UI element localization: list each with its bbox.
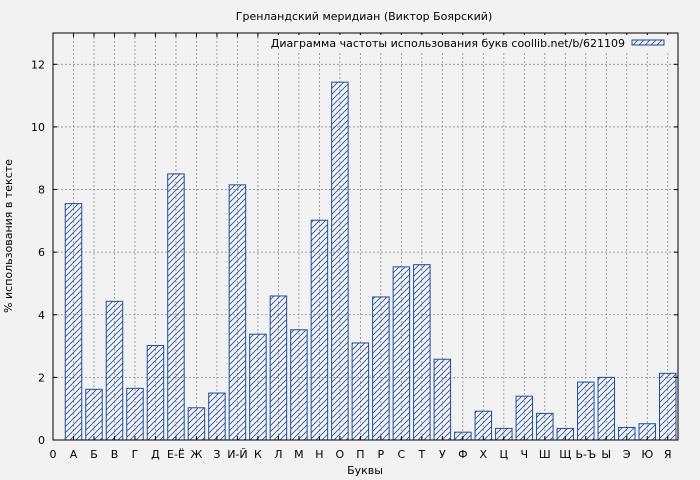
y-tick-label: 6	[38, 246, 45, 259]
legend-box	[268, 35, 673, 51]
bar	[433, 358, 452, 441]
bar	[167, 173, 185, 441]
x-tick-label: В	[111, 448, 119, 461]
bar	[577, 381, 595, 441]
bar	[372, 296, 390, 441]
chart-title: Гренландский меридиан (Виктор Боярский)	[236, 10, 493, 23]
x-tick-label: Ф	[458, 448, 467, 461]
y-axis-ticks: 0 2 4 6 8 10 12	[31, 58, 678, 447]
y-tick-label: 12	[31, 58, 45, 71]
x-tick-label: О	[336, 448, 345, 461]
x-tick-label: Г	[132, 448, 139, 461]
bar	[331, 81, 349, 441]
x-tick-label: П	[356, 448, 364, 461]
plot-frame	[52, 32, 679, 441]
bar	[228, 184, 247, 441]
bar	[187, 407, 206, 441]
legend: Диаграмма частоты использования букв coo…	[268, 35, 673, 51]
bar	[310, 219, 329, 441]
bar	[146, 344, 165, 441]
y-tick-label: 0	[38, 434, 45, 447]
x-tick-label: Н	[315, 448, 323, 461]
y-tick-label: 2	[38, 371, 45, 384]
x-tick-label: Ы	[601, 448, 611, 461]
bar	[515, 395, 534, 441]
y-tick-label: 8	[38, 184, 45, 197]
x-tick-label: И-Й	[227, 448, 247, 461]
bar	[105, 300, 124, 441]
x-axis-label: Буквы	[347, 464, 383, 477]
x-tick-label: М	[294, 448, 304, 461]
x-tick-label: Ж	[191, 448, 203, 461]
bar	[208, 392, 226, 441]
x-tick-label: Ш	[539, 448, 551, 461]
x-tick-label: Щ	[559, 448, 571, 461]
grid	[53, 33, 678, 440]
x-tick-label: Ь-Ъ	[575, 448, 596, 461]
x-tick-label: Х	[480, 448, 488, 461]
legend-label: Диаграмма частоты использования букв coo…	[271, 37, 625, 50]
x-tick-label: У	[439, 448, 446, 461]
bars	[64, 81, 677, 441]
bar	[351, 342, 370, 441]
y-axis-label: % использования в тексте	[2, 159, 15, 313]
y-tick-label: 10	[31, 121, 45, 134]
bar	[413, 264, 431, 441]
bar	[659, 372, 677, 441]
bar	[64, 203, 83, 441]
bar	[249, 333, 267, 441]
x-tick-label: К	[254, 448, 262, 461]
x-tick-label: Э	[623, 448, 631, 461]
x-tick-label: С	[398, 448, 406, 461]
x-tick-label: А	[70, 448, 78, 461]
bar	[290, 329, 308, 441]
x-tick-label: Д	[151, 448, 160, 461]
x-tick-label: З	[213, 448, 220, 461]
x-axis-ticks: 0 А Б В Г Д Е-Ё Ж З И-Й К Л М Н О П Р С Т У Ф Х Ц Ч Ш Щ Ь-Ъ Ы Э Ю Я	[50, 33, 672, 461]
bar	[126, 387, 144, 441]
x-tick-label: Ц	[500, 448, 509, 461]
bar	[85, 388, 103, 441]
legend-swatch	[631, 39, 665, 46]
x-tick-label: Ч	[521, 448, 529, 461]
x-tick-label: Ю	[641, 448, 653, 461]
x-tick-label: 0	[50, 448, 57, 461]
bar	[474, 410, 493, 441]
x-tick-label: Е-Ё	[167, 448, 185, 461]
x-tick-label: Я	[664, 448, 672, 461]
bar	[269, 295, 288, 441]
y-tick-label: 4	[38, 309, 45, 322]
x-tick-label: Р	[378, 448, 385, 461]
bar	[392, 266, 411, 441]
x-tick-label: Л	[274, 448, 282, 461]
x-tick-label: Б	[90, 448, 98, 461]
bar	[597, 376, 616, 441]
x-tick-label: Т	[417, 448, 425, 461]
